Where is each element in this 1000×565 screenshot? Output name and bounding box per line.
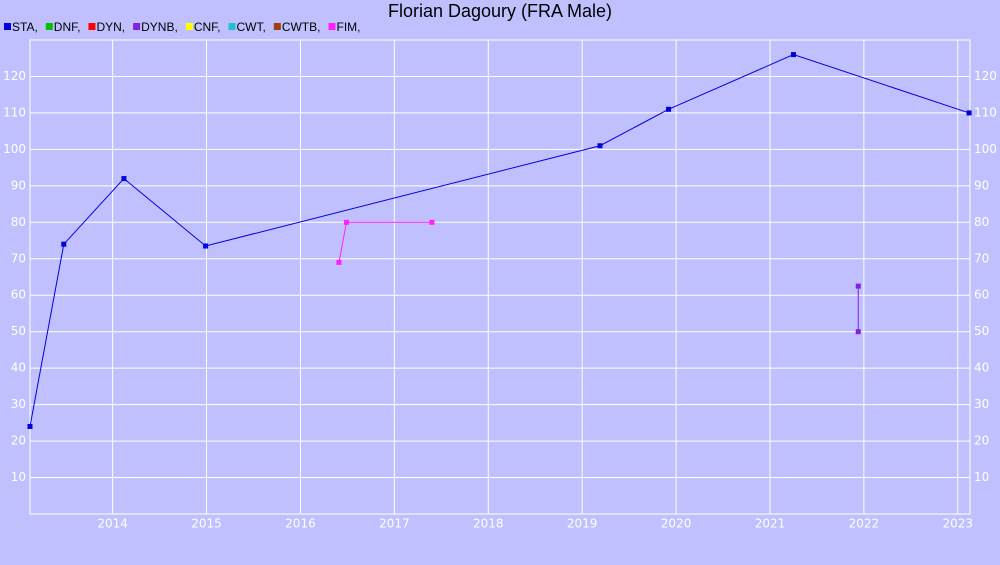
y2-tick-label: 80 — [974, 215, 989, 229]
y-tick-label: 120 — [3, 69, 26, 83]
legend-swatch — [228, 23, 236, 30]
legend-swatch — [273, 23, 281, 30]
legend-swatch — [45, 23, 53, 30]
data-point — [790, 52, 796, 58]
y2-tick-label: 40 — [974, 361, 989, 375]
legend-label: DNF, — [54, 20, 81, 34]
legend-label: DYNB, — [141, 20, 178, 34]
y-tick-label: 100 — [3, 142, 26, 156]
data-point — [27, 423, 33, 429]
x-tick-label: 2015 — [191, 517, 222, 531]
legend-label: DYN, — [96, 20, 125, 34]
y-tick-label: 40 — [11, 361, 26, 375]
legend-swatch — [88, 23, 96, 30]
y2-tick-label: 50 — [974, 324, 989, 338]
x-tick-label: 2014 — [97, 517, 128, 531]
y-tick-label: 60 — [11, 288, 26, 302]
x-tick-label: 2016 — [285, 517, 316, 531]
x-tick-label: 2022 — [849, 517, 880, 531]
legend-swatch — [4, 23, 11, 30]
plot-area — [29, 39, 971, 515]
legend-label: STA, — [12, 20, 38, 34]
legend-swatch — [328, 23, 336, 30]
y2-tick-label: 90 — [974, 178, 989, 192]
y2-tick-label: 60 — [974, 288, 989, 302]
y2-tick-label: 30 — [974, 397, 989, 411]
data-point — [597, 143, 603, 149]
data-point — [966, 110, 972, 116]
y-tick-label: 50 — [11, 324, 26, 338]
y2-tick-label: 110 — [974, 105, 997, 119]
legend-swatch — [133, 23, 141, 30]
y-tick-label: 80 — [11, 215, 26, 229]
y-tick-label: 20 — [11, 434, 26, 448]
x-tick-label: 2017 — [379, 517, 410, 531]
y2-tick-label: 100 — [974, 142, 997, 156]
y2-tick-label: 10 — [974, 470, 989, 484]
y-tick-label: 70 — [11, 251, 26, 265]
data-point — [336, 259, 342, 265]
x-tick-label: 2018 — [473, 517, 504, 531]
data-point — [855, 283, 861, 289]
y2-tick-label: 70 — [974, 251, 989, 265]
chart-title: Florian Dagoury (FRA Male) — [388, 1, 612, 21]
y-tick-label: 90 — [11, 178, 26, 192]
legend-label: CNF, — [194, 20, 221, 34]
x-tick-label: 2021 — [755, 517, 786, 531]
y2-tick-label: 20 — [974, 434, 989, 448]
data-point — [203, 243, 209, 249]
data-point — [666, 106, 672, 112]
data-point — [429, 219, 435, 225]
x-tick-label: 2019 — [567, 517, 598, 531]
legend-swatch — [185, 23, 193, 30]
y2-tick-label: 120 — [974, 69, 997, 83]
y-tick-label: 30 — [11, 397, 26, 411]
x-tick-label: 2023 — [943, 517, 974, 531]
x-tick-label: 2020 — [661, 517, 692, 531]
data-point — [855, 329, 861, 335]
series-line — [29, 54, 970, 427]
legend-label: CWT, — [236, 20, 265, 34]
legend-label: CWTB, — [282, 20, 321, 34]
data-point — [61, 241, 67, 247]
y-tick-label: 110 — [3, 105, 26, 119]
legend-label: FIM, — [336, 20, 360, 34]
y-tick-label: 10 — [11, 470, 26, 484]
data-point — [121, 176, 127, 182]
data-point — [343, 219, 349, 225]
